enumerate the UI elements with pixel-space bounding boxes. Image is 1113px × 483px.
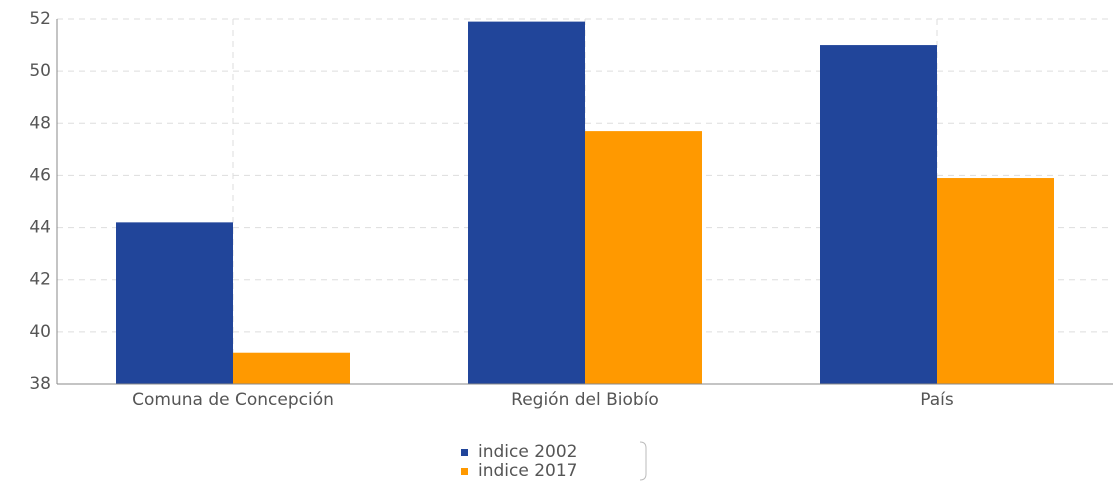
legend-label: indice 2017 (478, 461, 578, 481)
legend-swatch (461, 468, 468, 475)
y-tick-label: 50 (29, 61, 51, 81)
y-tick-label: 46 (29, 165, 51, 185)
legend-swatch (461, 449, 468, 456)
y-tick-label: 42 (29, 270, 51, 290)
x-tick-label: País (920, 390, 954, 410)
bar (820, 45, 937, 384)
y-tick-label: 38 (29, 374, 51, 394)
y-tick-label: 48 (29, 113, 51, 133)
bar (468, 21, 585, 384)
x-tick-label: Comuna de Concepción (132, 390, 334, 410)
x-tick-label: Región del Biobío (511, 390, 659, 410)
y-tick-label: 52 (29, 9, 51, 29)
bar (937, 178, 1054, 384)
legend-bracket (639, 441, 647, 481)
bar (233, 352, 350, 384)
y-tick-label: 44 (29, 218, 51, 238)
bar (585, 131, 702, 384)
bar (116, 222, 233, 384)
y-tick-label: 40 (29, 322, 51, 342)
legend-label: indice 2002 (478, 442, 578, 462)
